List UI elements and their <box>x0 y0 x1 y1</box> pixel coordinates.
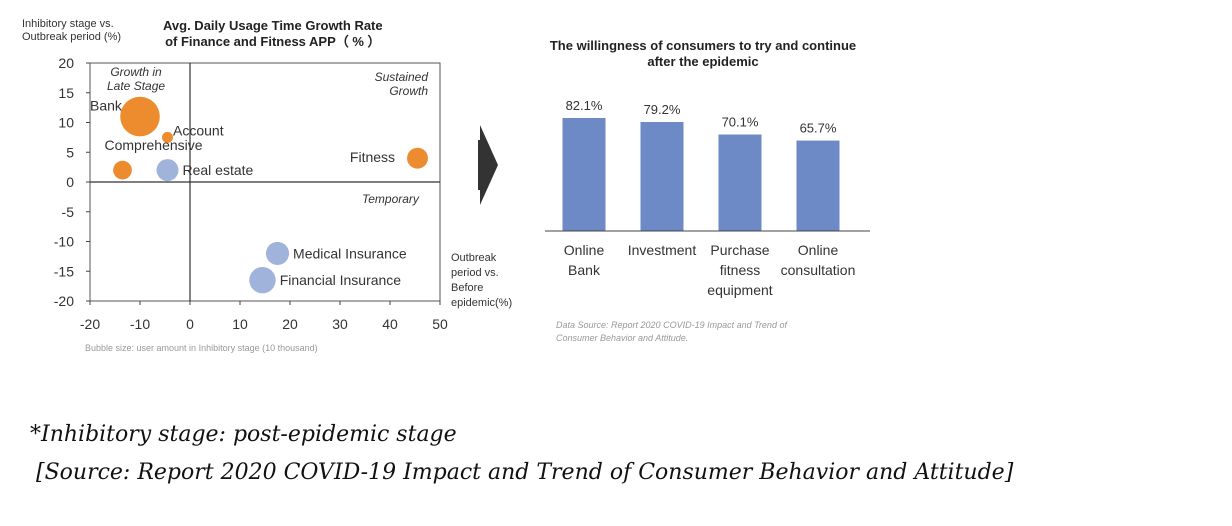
x-tick-label: 30 <box>332 316 348 332</box>
y-tick-label: -5 <box>62 204 75 220</box>
quadrant-sustained-line1: Sustained <box>374 70 428 84</box>
bar-source: Data Source: Report 2020 COVID-19 Impact… <box>556 319 787 345</box>
bubble-label-account: Account <box>173 122 224 138</box>
bubble-comprehensive <box>113 160 132 180</box>
bar <box>640 121 684 231</box>
bubble-xlabel-line4: epidemic(%) <box>451 297 513 309</box>
y-tick-label: 15 <box>58 85 74 101</box>
x-tick-label: 20 <box>282 316 298 332</box>
bar-title-line2: after the epidemic <box>647 54 759 69</box>
bar-source-line1: Data Source: Report 2020 COVID-19 Impact… <box>556 320 787 330</box>
bar-value-label: 82.1% <box>566 98 603 113</box>
footnote-source: [Source: Report 2020 COVID-19 Impact and… <box>36 460 1014 485</box>
bar-source-line2: Consumer Behavior and Attitude. <box>556 333 689 343</box>
bar-category-label: equipment <box>707 282 772 298</box>
bubble-xlabel: Outbreak period vs. Before epidemic(%) <box>451 251 512 311</box>
footnote-inhibitory: *Inhibitory stage: post-epidemic stage <box>30 422 457 447</box>
bubble-xlabel-line1: Outbreak <box>451 252 497 264</box>
y-tick-label: 5 <box>66 144 74 160</box>
y-tick-label: -10 <box>54 234 74 250</box>
bubble-bank <box>120 96 160 137</box>
bubble-title-line2: of Finance and Fitness APP（ % ） <box>165 34 381 49</box>
bar <box>796 140 840 231</box>
bar-category-label: Purchase <box>710 242 769 258</box>
bubble-size-note: Bubble size: user amount in Inhibitory s… <box>85 343 318 353</box>
bubble-label-medical-insurance: Medical Insurance <box>293 245 407 261</box>
bubble-label-real-estate: Real estate <box>183 162 254 178</box>
x-tick-label: 0 <box>186 316 194 332</box>
quadrant-growth-late-line2: Late Stage <box>107 79 166 93</box>
arrow-right-icon <box>478 125 498 205</box>
y-tick-label: 10 <box>58 115 74 131</box>
bubble-ylabel-line1: Inhibitory stage vs. <box>22 18 114 30</box>
y-tick-label: -20 <box>54 293 74 309</box>
bubble-label-financial-insurance: Financial Insurance <box>280 272 402 288</box>
bar-category-label: fitness <box>720 262 760 278</box>
bar <box>562 118 606 231</box>
x-tick-label: 40 <box>382 316 398 332</box>
bar-value-label: 65.7% <box>800 121 837 136</box>
x-tick-label: 50 <box>432 316 448 332</box>
bar-category-label: Investment <box>628 242 697 258</box>
x-tick-label: -10 <box>130 316 150 332</box>
bubble-label-comprehensive: Comprehensive <box>105 137 203 153</box>
bar-value-label: 79.2% <box>644 102 681 117</box>
bubble-xlabel-line2: period vs. <box>451 267 499 279</box>
x-tick-label: -20 <box>80 316 100 332</box>
bar-chart: 82.1% Online Bank 79.2% Investment 70.1% Purch… <box>545 98 870 298</box>
bubble-label-fitness: Fitness <box>350 149 395 165</box>
bubble-xlabel-line3: Before <box>451 282 484 294</box>
bubble-medical-insurance <box>265 241 290 265</box>
bubble-ylabel-line2: Outbreak period (%) <box>22 31 122 43</box>
y-tick-label: 20 <box>58 55 74 71</box>
bar-category-label: Online <box>798 242 839 258</box>
bubble-label-bank: Bank <box>90 98 123 114</box>
bubble-real-estate <box>156 159 179 182</box>
y-tick-label: -15 <box>54 263 74 279</box>
quadrant-sustained-line2: Growth <box>389 84 428 98</box>
bubble-fitness <box>407 147 428 169</box>
bubble-financial-insurance <box>249 266 276 294</box>
quadrant-temporary: Temporary <box>362 192 419 206</box>
x-tick-label: 10 <box>232 316 248 332</box>
quadrant-growth-late-line1: Growth in <box>110 65 162 79</box>
bubble-account <box>162 131 173 143</box>
y-tick-label: 0 <box>66 174 74 190</box>
bar-title-line1: The willingness of consumers to try and … <box>549 38 857 53</box>
bubble-ylabel: Inhibitory stage vs. Outbreak period (%) <box>22 18 121 44</box>
bar-title: The willingness of consumers to try and … <box>508 38 898 70</box>
bar-value-label: 70.1% <box>722 115 759 130</box>
bar-category-label: Online <box>564 242 605 258</box>
quadrant-growth-late: Growth in Late Stage <box>107 65 165 93</box>
quadrant-sustained-growth: Sustained Growth <box>362 70 428 98</box>
bar-category-label: Bank <box>568 262 601 278</box>
bar-category-label: consultation <box>781 262 856 278</box>
bar <box>718 134 762 231</box>
bubble-title-line1: Avg. Daily Usage Time Growth Rate <box>163 18 383 33</box>
bubble-title: Avg. Daily Usage Time Growth Rate of Fin… <box>163 18 383 50</box>
